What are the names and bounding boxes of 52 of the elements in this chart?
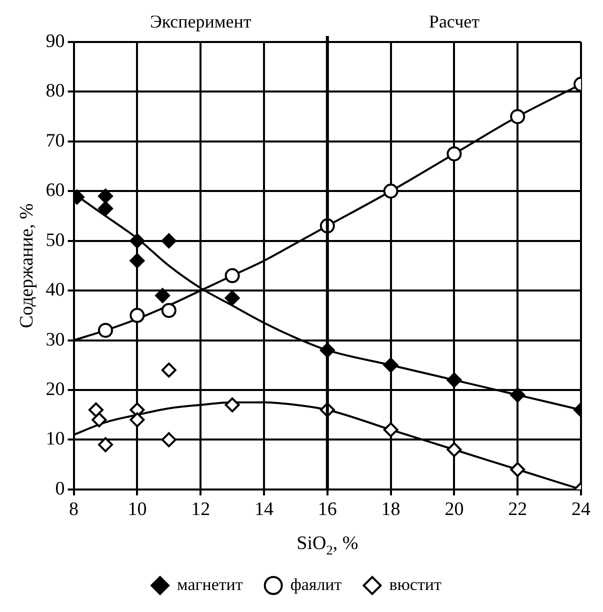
point [98,322,113,338]
point [98,188,113,204]
point [155,288,170,304]
x-tick-label: 8 [69,498,79,520]
point [161,432,176,448]
x-tick-label: 12 [191,498,210,520]
point [130,308,145,323]
text: Эксперимент [150,12,252,32]
point [446,442,462,458]
point [510,387,526,402]
point [446,146,462,162]
point [88,402,104,418]
y-tick-label: 40 [46,280,65,301]
point [98,201,113,216]
y-tick-label: 0 [55,478,65,500]
point [446,372,462,388]
point [510,462,526,478]
point [224,290,240,306]
point [224,397,240,412]
point [510,109,526,124]
point [130,412,145,428]
point [383,422,398,438]
legend-label: фаялит [290,574,342,594]
x-tick-label: 18 [381,498,400,520]
legend-label: магнетит [177,574,244,594]
x-tick-label: 10 [128,498,147,520]
x-tick-label: 24 [572,498,591,520]
point [92,412,107,428]
text: Расчет [428,12,480,32]
x-tick-label: 16 [318,498,337,520]
y-axis-title: Содержание, % [16,203,38,328]
point [161,302,176,318]
y-tick-label: 70 [46,130,65,152]
legend-label: вюстит [389,574,442,594]
point [161,362,176,378]
y-tick-label: 90 [46,30,65,52]
y-tick-label: 50 [46,230,65,251]
y-tick-label: 10 [46,428,65,450]
y-tick-label: 80 [46,80,65,102]
x-tick-label: 14 [254,498,274,520]
y-tick-label: 30 [46,329,65,350]
point [383,184,398,199]
x-tick-label: 20 [444,498,464,520]
point [98,437,113,452]
y-tick-label: 60 [46,180,65,202]
point [130,253,145,268]
point [161,233,176,248]
y-tick-label: 20 [46,378,65,400]
x-tick-label: 22 [508,498,528,520]
point [224,268,240,284]
point [130,233,145,248]
point [383,358,398,373]
